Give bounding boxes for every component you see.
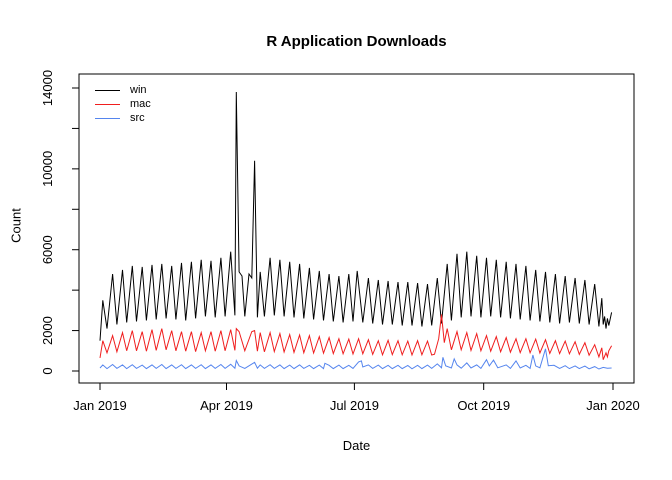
y-tick-label: 10000 [40, 151, 55, 187]
y-tick-label: 14000 [40, 70, 55, 106]
legend-label-mac: mac [130, 98, 151, 110]
series-line-src [99, 348, 612, 370]
win-line-swatch [95, 89, 120, 91]
legend-row-win: win [95, 83, 151, 97]
x-tick-label: Oct 2019 [457, 398, 510, 413]
legend: win mac src [95, 83, 151, 125]
x-tick-label: Jul 2019 [330, 398, 379, 413]
series-line-win [99, 91, 613, 341]
legend-label-win: win [130, 84, 147, 96]
mac-line-swatch [95, 103, 120, 105]
x-tick-label: Jan 2020 [586, 398, 640, 413]
plot-box [78, 73, 635, 384]
legend-row-mac: mac [95, 97, 151, 111]
y-tick-label: 2000 [40, 316, 55, 345]
y-tick-label: 0 [40, 367, 55, 374]
src-line-swatch [95, 117, 120, 119]
legend-row-src: src [95, 111, 151, 125]
y-axis-title: Count [8, 208, 24, 243]
y-tick-label: 6000 [40, 235, 55, 264]
x-axis-title: Date [342, 438, 371, 453]
x-tick-label: Apr 2019 [200, 398, 253, 413]
chart-title: R Application Downloads [266, 33, 447, 50]
legend-label-src: src [130, 112, 145, 124]
series-line-mac [99, 314, 613, 360]
x-tick-label: Jan 2019 [73, 398, 127, 413]
